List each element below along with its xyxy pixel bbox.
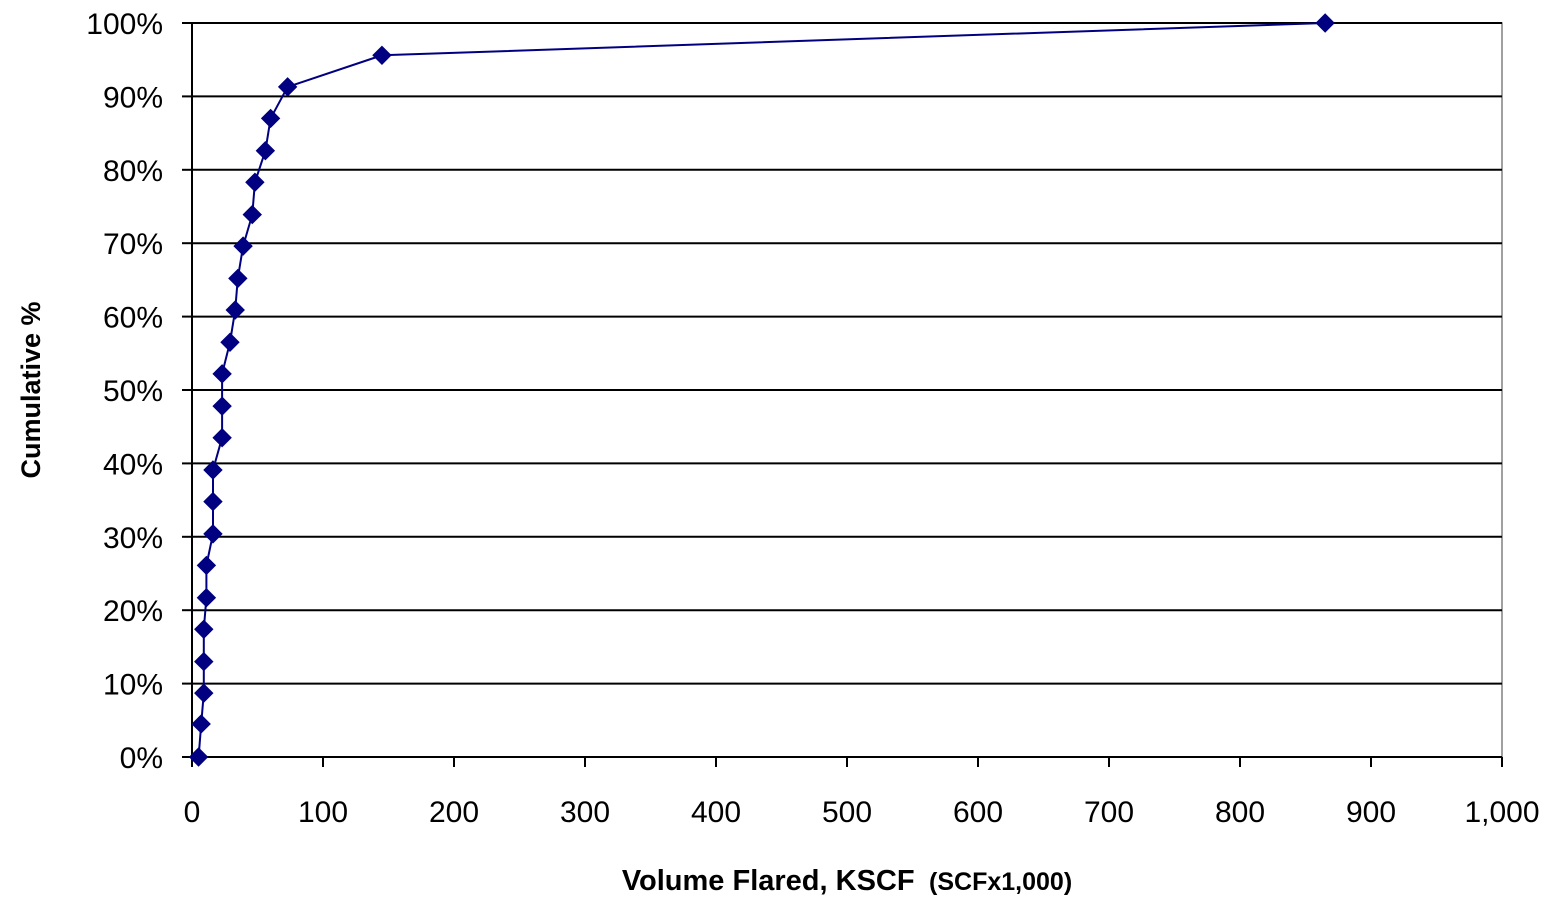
y-tick-label-6: 60% xyxy=(103,302,163,335)
data-point-1 xyxy=(191,714,211,734)
y-tick-label-0: 0% xyxy=(120,742,163,775)
data-point-7 xyxy=(203,524,223,544)
gridlines xyxy=(191,22,1503,758)
y-tick-label-9: 90% xyxy=(103,81,163,114)
data-point-13 xyxy=(220,332,240,352)
x-tick-label-2: 200 xyxy=(429,796,479,829)
x-tick-label-8: 800 xyxy=(1215,796,1265,829)
y-axis-ticks: 0% 10% 20% 30% 40% 50% 60% 70% 80% 90% 100% xyxy=(86,8,192,775)
data-point-2 xyxy=(194,683,214,703)
y-tick-label-5: 50% xyxy=(103,375,163,408)
data-point-14 xyxy=(225,300,245,320)
y-tick-label-2: 20% xyxy=(103,595,163,628)
x-axis-ticks: 0 100 200 300 400 500 600 700 800 900 1,000 xyxy=(184,757,1540,829)
data-point-11 xyxy=(212,396,232,416)
data-point-23 xyxy=(1315,13,1335,33)
data-point-9 xyxy=(203,460,223,480)
x-tick-label-7: 700 xyxy=(1084,796,1134,829)
data-point-17 xyxy=(242,204,262,225)
data-point-22 xyxy=(372,45,392,66)
data-point-18 xyxy=(245,172,265,192)
x-tick-label-9: 900 xyxy=(1346,796,1396,829)
y-tick-label-3: 30% xyxy=(103,522,163,555)
y-tick-label-10: 100% xyxy=(86,8,163,41)
data-point-19 xyxy=(255,141,276,161)
x-axis-title-main: Volume Flared, KSCF xyxy=(622,865,915,897)
data-point-5 xyxy=(196,588,217,608)
data-point-20 xyxy=(260,108,281,129)
data-point-12 xyxy=(212,364,232,384)
y-tick-label-4: 40% xyxy=(103,448,163,481)
x-tick-label-3: 300 xyxy=(560,796,610,829)
data-point-6 xyxy=(196,555,217,576)
x-tick-label-5: 500 xyxy=(822,796,872,829)
y-tick-label-7: 70% xyxy=(103,228,163,261)
data-point-10 xyxy=(212,428,232,448)
data-point-16 xyxy=(233,236,253,256)
x-axis-title-sub: (SCFx1,000) xyxy=(929,868,1072,896)
y-tick-label-8: 80% xyxy=(103,155,163,188)
x-axis-title: Volume Flared, KSCF (SCFx1,000) xyxy=(622,865,1072,897)
data-point-0 xyxy=(188,747,209,767)
data-point-4 xyxy=(194,619,214,639)
x-tick-label-10: 1,000 xyxy=(1464,796,1539,829)
y-tick-label-1: 10% xyxy=(103,669,163,702)
data-point-21 xyxy=(277,77,298,97)
series-group xyxy=(188,13,1335,767)
data-point-8 xyxy=(203,491,223,512)
x-tick-label-0: 0 xyxy=(184,796,201,829)
x-tick-label-1: 100 xyxy=(298,796,348,829)
data-point-15 xyxy=(228,268,248,289)
y-axis-title: Cumulative % xyxy=(16,301,46,478)
x-tick-label-4: 400 xyxy=(691,796,741,829)
x-tick-label-6: 600 xyxy=(953,796,1003,829)
data-point-3 xyxy=(194,651,214,672)
